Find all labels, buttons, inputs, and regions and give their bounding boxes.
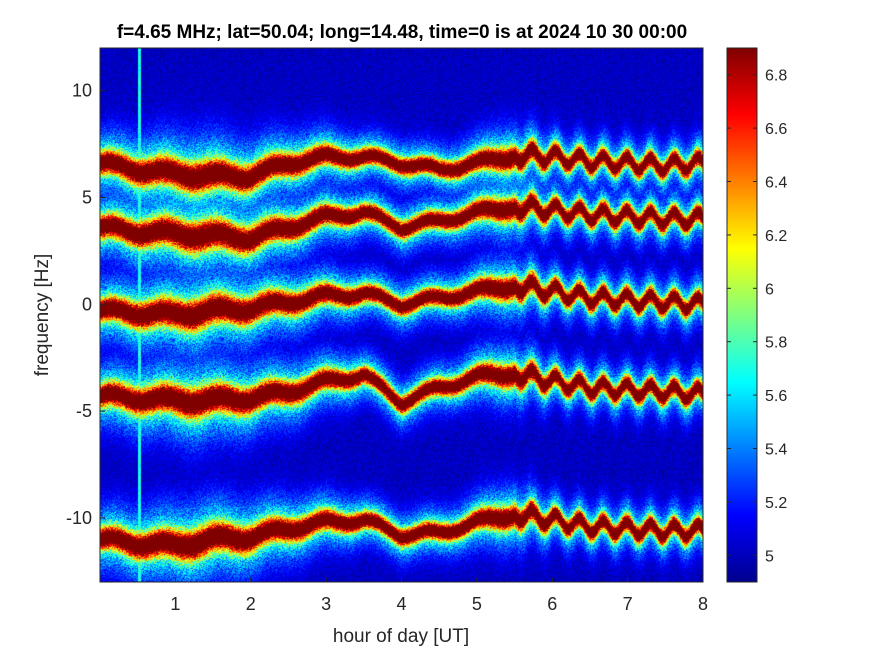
colorbar-gradient [726, 47, 758, 583]
colorbar-tick-label: 5.8 [765, 335, 787, 352]
y-axis-label: frequency [Hz] [32, 254, 53, 377]
x-tick-label: 7 [623, 594, 633, 614]
colorbar-tick-label: 5.6 [765, 388, 787, 405]
x-tick-label: 8 [698, 594, 708, 614]
y-axis: 10 5 0 -5 -10 [66, 81, 105, 528]
chart-title: f=4.65 MHz; lat=50.04; long=14.48, time=… [117, 22, 687, 43]
spectrogram-heatmap [100, 48, 703, 582]
colorbar-tick-label: 6.2 [765, 228, 787, 245]
colorbar-tick-label: 6 [765, 281, 774, 298]
x-tick-label: 2 [246, 594, 256, 614]
colorbar-tick-label: 6.4 [765, 175, 787, 192]
y-tick-label: -10 [66, 508, 92, 528]
colorbar-tick-label: 5 [765, 548, 774, 565]
colorbar-tick-label: 6.8 [765, 68, 787, 85]
colorbar-tick-label: 6.6 [765, 121, 787, 138]
x-axis: 1 2 3 4 5 6 7 8 [170, 577, 708, 614]
x-tick-label: 6 [547, 594, 557, 614]
y-tick-label: -5 [76, 401, 92, 421]
y-tick-label: 5 [82, 188, 92, 208]
y-tick-label: 10 [72, 81, 92, 101]
x-tick-label: 3 [321, 594, 331, 614]
colorbar-tick-label: 5.4 [765, 442, 787, 459]
x-tick-label: 5 [472, 594, 482, 614]
y-tick-label: 0 [82, 294, 92, 314]
plot-area [99, 47, 704, 583]
colorbar-ticks: 6.8 6.6 6.4 6.2 6 5.8 5.6 5.4 5.2 5 [727, 68, 787, 565]
colorbar-tick-label: 5.2 [765, 495, 787, 512]
colorbar: 6.8 6.6 6.4 6.2 6 5.8 5.6 5.4 5.2 5 [726, 47, 787, 583]
x-axis-label: hour of day [UT] [333, 626, 469, 647]
x-tick-label: 4 [396, 594, 406, 614]
x-tick-label: 1 [170, 594, 180, 614]
